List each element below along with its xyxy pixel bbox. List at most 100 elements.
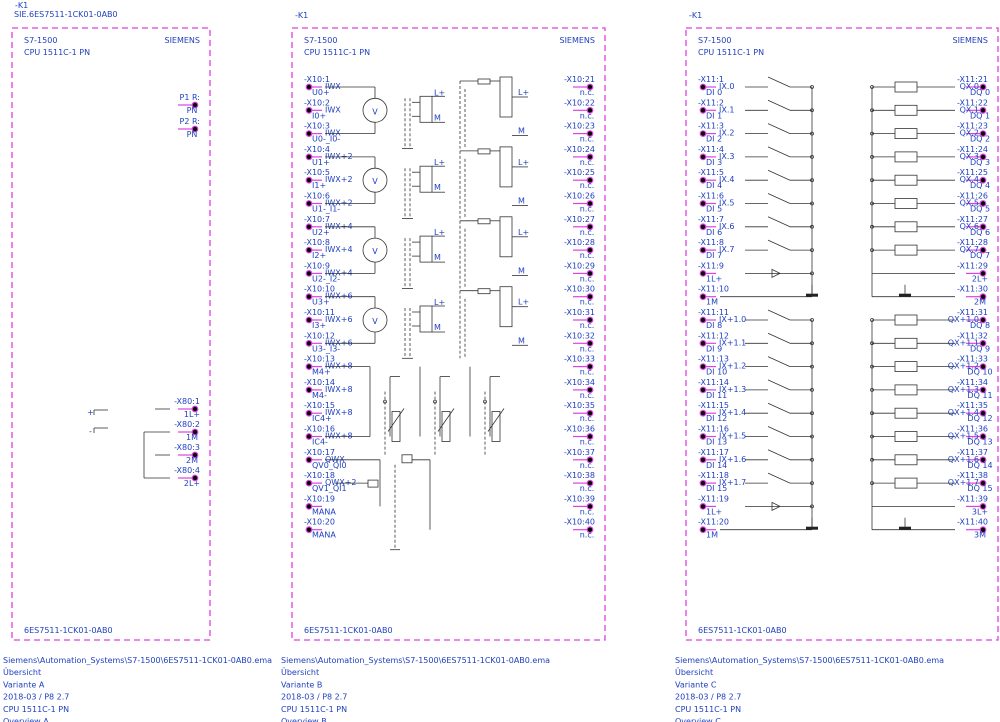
pin-name: IWX <box>325 129 341 138</box>
pin-signal: n.c. <box>580 531 595 540</box>
node <box>870 248 874 253</box>
pin-id: P1 R: <box>180 93 200 102</box>
pin-name: IWX+6 <box>325 338 353 347</box>
pin-id: -X11:1 <box>698 75 724 84</box>
pin-id: -X10:33 <box>564 355 595 364</box>
node <box>305 386 313 394</box>
pin-signal: DI 8 <box>706 321 722 330</box>
pin-signal: DI 4 <box>706 181 722 190</box>
supply-label: L+ <box>518 158 529 167</box>
pin-signal: DI 6 <box>706 228 722 237</box>
pin-signal: 1M <box>186 433 198 442</box>
pin-signal: DI 13 <box>706 438 727 447</box>
pin-id: -X11:24 <box>957 145 988 154</box>
wire <box>767 76 791 88</box>
footer-line: 2018-03 / P8 2.7 <box>281 693 347 702</box>
pin-signal: DQ 3 <box>970 158 990 167</box>
pin-name: IX.1 <box>719 105 734 114</box>
node <box>699 200 707 207</box>
component <box>419 305 433 333</box>
pin-name: IX.4 <box>719 175 734 184</box>
pin-name: IWX+2 <box>325 199 353 208</box>
pin-signal: DI 14 <box>706 461 727 470</box>
pin-signal: n.c. <box>580 205 595 214</box>
component <box>401 454 413 464</box>
node <box>979 386 987 394</box>
footer-line: Overview B <box>281 717 327 722</box>
component <box>477 78 491 85</box>
node <box>810 85 814 89</box>
component <box>419 165 433 193</box>
pin-signal: I1+ <box>312 181 326 190</box>
node <box>586 106 594 114</box>
wire <box>767 449 791 461</box>
node <box>586 316 594 324</box>
pin-signal: PN <box>187 106 198 115</box>
pin-id: -X10:30 <box>564 285 595 294</box>
pin-name: QX+1.4 <box>948 408 979 417</box>
pin-name: IX+1.7 <box>719 478 746 487</box>
pin-id: -X80:1 <box>174 397 200 406</box>
supply-label: M <box>434 253 441 262</box>
wire <box>767 309 791 321</box>
pin-name: QX+1.5 <box>948 432 979 441</box>
pin-id: -X11:31 <box>957 308 988 317</box>
node <box>191 428 199 436</box>
node <box>305 176 313 184</box>
battery <box>899 526 911 530</box>
pin-id: -X10:2 <box>304 98 330 107</box>
node <box>699 130 707 138</box>
supply-label: L+ <box>434 298 445 307</box>
pin-id: -X10:15 <box>304 401 335 410</box>
pin-signal: 3L+ <box>972 507 988 516</box>
node <box>305 270 313 277</box>
pin-signal: n.c. <box>580 391 595 400</box>
pin-signal: DI 9 <box>706 344 722 353</box>
wire <box>767 402 791 414</box>
supply-label: L+ <box>434 88 445 97</box>
supply-label: M <box>518 266 525 275</box>
pin-signal: n.c. <box>580 274 595 283</box>
pin-signal: M4- <box>312 391 327 400</box>
pin-name: IWX+8 <box>325 432 353 441</box>
node <box>699 456 707 464</box>
pin-name: QX+1.3 <box>948 385 979 394</box>
node <box>870 341 874 346</box>
pin-name: QWX <box>325 455 345 464</box>
pin-id: -X11:16 <box>698 425 729 434</box>
wire <box>767 239 791 251</box>
pin-id: -X10:36 <box>564 425 595 434</box>
node <box>699 153 707 161</box>
node <box>586 270 594 277</box>
pin-id: -X11:33 <box>957 355 988 364</box>
pin-signal: QV1_QI1 <box>312 484 347 493</box>
node <box>979 433 987 440</box>
node <box>305 433 313 440</box>
pin-id: -X10:23 <box>564 122 595 131</box>
wire <box>767 379 791 391</box>
footer-line: CPU 1511C-1 PN <box>3 705 69 714</box>
pin-id: -X10:21 <box>564 75 595 84</box>
footer-line: CPU 1511C-1 PN <box>281 705 347 714</box>
pin-id: -X10:29 <box>564 261 595 270</box>
pin-id: -X11:3 <box>698 122 724 131</box>
node <box>810 318 814 322</box>
footer-line: Übersicht <box>3 667 41 677</box>
pin-signal: 2M <box>186 456 198 465</box>
node <box>191 405 199 413</box>
pin-id: -X10:28 <box>564 238 595 247</box>
node <box>810 154 814 159</box>
pin-id: -X10:11 <box>304 308 335 317</box>
node <box>305 130 313 138</box>
component <box>477 218 491 225</box>
node <box>810 108 814 113</box>
pin-id: -X11:12 <box>698 331 729 340</box>
pin-id: -X11:19 <box>698 494 729 503</box>
pin-signal: U0-_I0- <box>312 135 340 144</box>
pin-name: IWX+4 <box>325 268 353 277</box>
component <box>477 288 491 295</box>
footer-line: CPU 1511C-1 PN <box>675 705 741 714</box>
pin-signal: DI 15 <box>706 484 727 493</box>
component <box>441 411 451 442</box>
pin-name: IWX+2 <box>325 152 353 161</box>
